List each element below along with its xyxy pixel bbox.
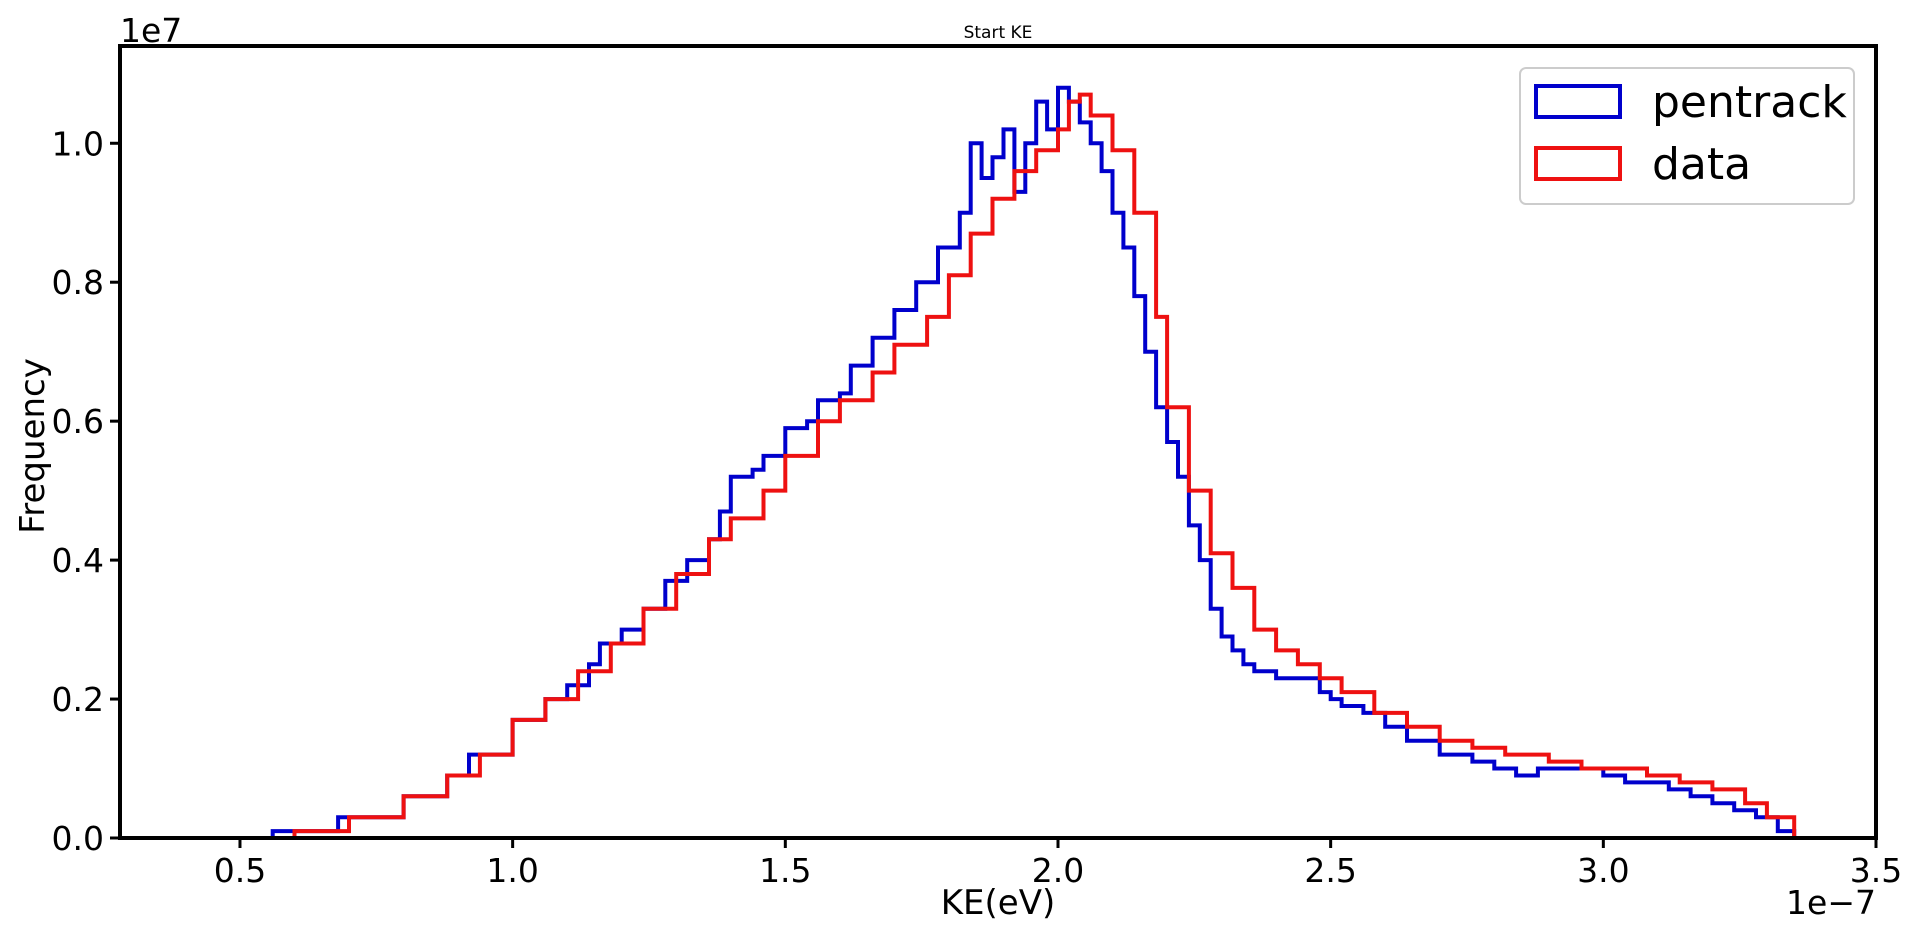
x-axis-label: KE(eV) (941, 883, 1055, 923)
x-tick-label: 3.5 (1850, 851, 1902, 890)
x-tick-label: 0.5 (214, 851, 266, 890)
y-tick-label: 0.8 (52, 263, 104, 302)
x-tick-label: 2.0 (1032, 851, 1084, 890)
y-offset-label: 1e7 (120, 11, 182, 50)
chart-title: Start KE (964, 23, 1033, 43)
y-tick-label: 0.6 (52, 402, 104, 441)
x-axis-ticks: 0.5 1.0 1.5 2.0 2.5 3.0 3.5 (214, 838, 1902, 890)
y-tick-label: 0.0 (52, 819, 104, 858)
series-line-pentrack (270, 85, 1797, 838)
x-tick-label: 3.0 (1577, 851, 1629, 890)
y-axis-ticks: 0.0 0.2 0.4 0.6 0.8 1.0 (52, 124, 120, 858)
legend-label-pentrack: pentrack (1652, 77, 1847, 128)
x-offset-label: 1e−7 (1786, 883, 1876, 922)
legend-swatch-data (1534, 146, 1622, 181)
y-axis-label: Frequency (13, 358, 53, 534)
legend-label-data: data (1652, 139, 1751, 190)
x-tick-label: 1.5 (759, 851, 811, 890)
x-tick-label: 2.5 (1304, 851, 1356, 890)
legend-swatch-pentrack (1534, 84, 1622, 119)
series-line-data (196, 92, 1797, 840)
y-tick-label: 1.0 (52, 124, 104, 163)
y-tick-label: 0.2 (52, 680, 104, 719)
series-layer (196, 85, 1797, 840)
y-tick-label: 0.4 (52, 541, 104, 580)
plot-frame (118, 44, 1878, 840)
x-tick-label: 1.0 (486, 851, 538, 890)
legend-box (1519, 67, 1855, 205)
legend: pentrack data (1519, 67, 1855, 205)
